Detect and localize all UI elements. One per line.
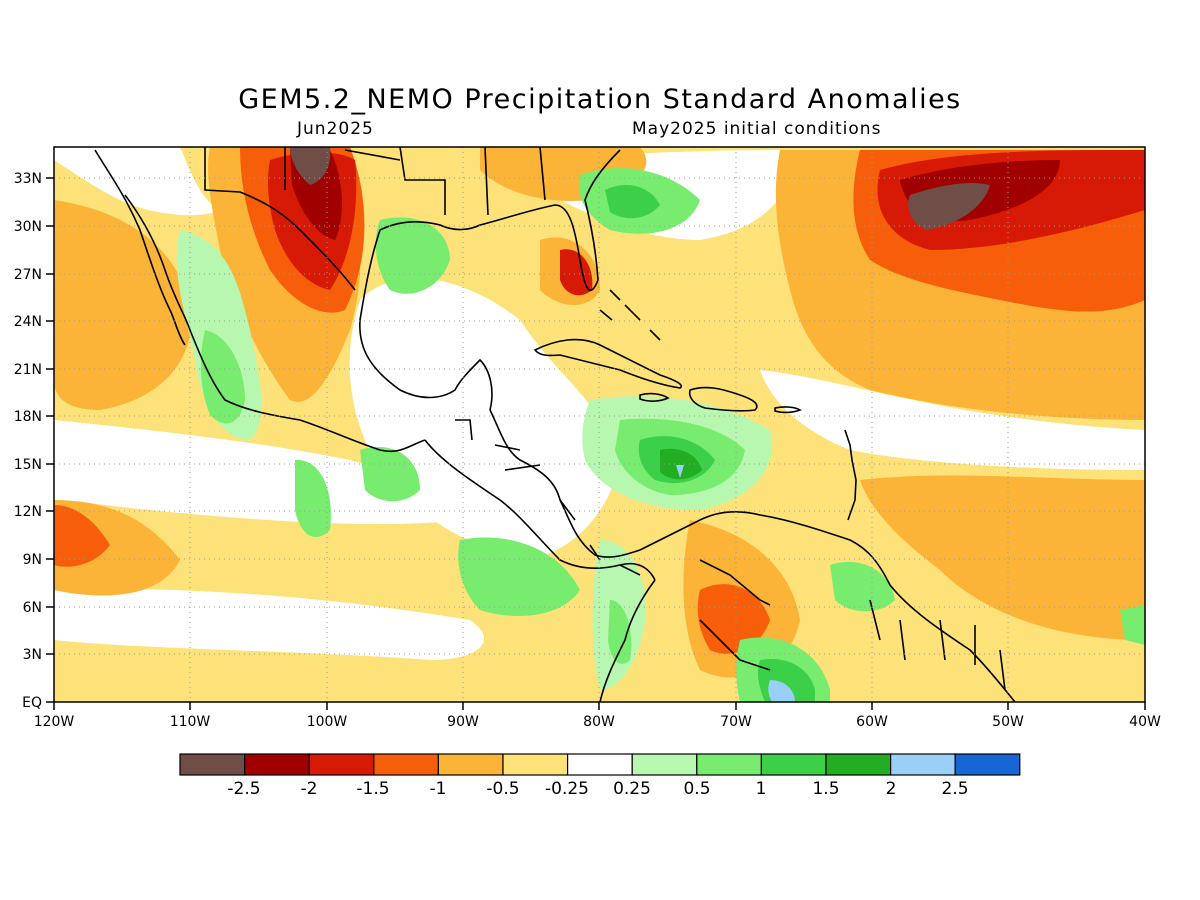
- gridlines: [54, 147, 1145, 702]
- lon-tick: 110W: [170, 714, 211, 730]
- lat-tick: EQ: [22, 695, 42, 711]
- colorbar-swatch: [502, 753, 569, 776]
- pacific-white-band: [54, 420, 460, 525]
- atlantic-coast-positive-1: [605, 185, 660, 219]
- lat-tick: 30N: [14, 219, 42, 235]
- atlantic-negative-2-5: [908, 183, 990, 230]
- lon-tick: 100W: [307, 714, 348, 730]
- florida-negative: [560, 249, 593, 296]
- colorbar-swatch: [373, 753, 439, 776]
- atlantic-white-band: [760, 370, 1145, 470]
- guiana-positive: [830, 561, 895, 612]
- panama-positive-0-5: [608, 600, 632, 664]
- lon-tick: 90W: [447, 714, 479, 730]
- hispaniola: [688, 386, 758, 412]
- colorbar-swatch: [889, 753, 956, 776]
- lesser-antilles: [844, 429, 857, 521]
- map-area: [54, 147, 1145, 702]
- mexico-negative-2-5: [290, 147, 331, 185]
- lat-labels: EQ 3N 6N 9N 12N 15N 18N 21N 24N 27N 30N …: [14, 171, 42, 711]
- caribbean-positive-2: [676, 465, 684, 478]
- colorbar-swatch: [631, 753, 698, 776]
- lat-tick: 3N: [23, 647, 42, 663]
- colorbar-swatch: [308, 753, 375, 776]
- lat-tick: 6N: [23, 600, 42, 616]
- south-america-borders: [699, 559, 1006, 691]
- lat-tick: 24N: [14, 314, 42, 330]
- south-america-coast: [639, 510, 1016, 702]
- bahamas: [599, 289, 661, 341]
- colorbar-label: -0.25: [545, 779, 589, 799]
- initial-conditions: May2025 initial conditions: [632, 119, 882, 139]
- pacific-orange-northwest: [54, 200, 192, 410]
- us-mexico-border: [204, 147, 356, 291]
- gulf-positive: [375, 217, 450, 294]
- east-atlantic-positive: [1120, 605, 1145, 645]
- colorbar-label: 2: [886, 779, 897, 799]
- colorbar-label: -0.5: [486, 779, 519, 799]
- lon-tick: 80W: [583, 714, 615, 730]
- northwest-white: [54, 147, 220, 216]
- colorbar: [179, 753, 1021, 776]
- colorbar-label: 0.5: [683, 779, 710, 799]
- lon-tick: 50W: [992, 714, 1024, 730]
- lon-tick: 60W: [856, 714, 888, 730]
- lon-labels: 120W 110W 100W 90W 80W 70W 60W 50W 40W: [34, 714, 1161, 730]
- central-america-pacific: [424, 439, 656, 581]
- colorbar-label: -2: [301, 779, 318, 799]
- cuba: [533, 338, 682, 389]
- venezuela-positive-2: [768, 680, 795, 702]
- colorbar-label: 1: [756, 779, 767, 799]
- central-america-positive: [458, 537, 580, 616]
- colorbar-swatch: [696, 753, 762, 776]
- colorbar-swatch: [244, 753, 310, 776]
- colorbar-swatch: [954, 753, 1021, 776]
- colorbar-label: -1.5: [356, 779, 389, 799]
- colombia-pacific-coast: [599, 579, 656, 702]
- lat-tick: 9N: [23, 552, 42, 568]
- lat-tick: 33N: [14, 171, 42, 187]
- us-gulf-coast: [379, 149, 621, 292]
- mexico-positive-0-5: [200, 330, 245, 424]
- colorbar-swatch: [825, 753, 892, 776]
- tick-marks: [46, 177, 1146, 710]
- lon-tick: 70W: [720, 714, 752, 730]
- jamaica: [639, 392, 670, 402]
- central-america-borders: [455, 419, 641, 576]
- colorbar-swatch: [760, 753, 827, 776]
- forecast-month: Jun2025: [297, 119, 374, 139]
- coastlines: [94, 147, 1016, 702]
- lat-tick: 27N: [14, 267, 42, 283]
- colorbar-label: 0.25: [613, 779, 651, 799]
- mexico-pacific-coast: [124, 194, 426, 453]
- lat-tick: 12N: [14, 504, 42, 520]
- colorbar-labels: -2.5 -2 -1.5 -1 -0.5 -0.25 0.25 0.5 1 1.…: [227, 779, 968, 799]
- map-title: GEM5.2_NEMO Precipitation Standard Anoma…: [238, 84, 962, 115]
- pacific-positive-1: [360, 446, 420, 502]
- pacific-positive-2: [295, 459, 331, 538]
- colorbar-swatch: [437, 753, 504, 776]
- puerto-rico: [774, 406, 802, 414]
- colorbar-label: 1.5: [812, 779, 839, 799]
- lon-tick: 40W: [1129, 714, 1161, 730]
- pacific-white-band-south: [54, 589, 485, 660]
- baja-coast: [94, 149, 186, 346]
- pacific-negative-1: [54, 505, 110, 567]
- us-state-borders: [284, 147, 546, 216]
- lat-tick: 15N: [14, 457, 42, 473]
- colorbar-swatch: [566, 753, 633, 776]
- caribbean-positive-1-5: [660, 448, 702, 480]
- atlantic-orange-south: [860, 475, 1145, 640]
- colorbar-label: -1: [430, 779, 447, 799]
- lon-tick: 120W: [34, 714, 75, 730]
- lat-tick: 21N: [14, 362, 42, 378]
- gulf-coast-mexico: [359, 229, 493, 411]
- colorbar-swatch: [179, 753, 246, 776]
- colorbar-label: 2.5: [941, 779, 968, 799]
- colorbar-label: -2.5: [227, 779, 260, 799]
- lat-tick: 18N: [14, 409, 42, 425]
